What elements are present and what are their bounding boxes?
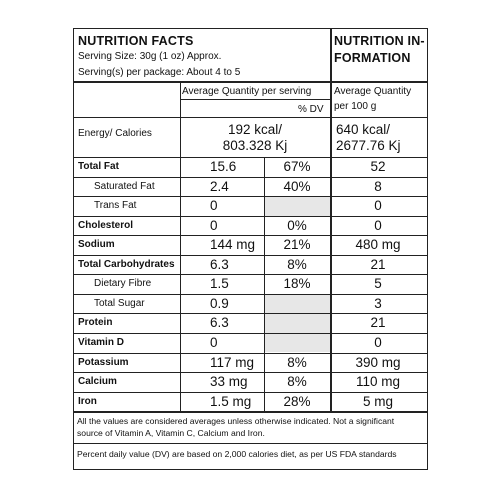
empty-dv-cell: [265, 333, 330, 353]
dv-value: 8%: [287, 354, 307, 370]
row-divider: [74, 176, 427, 178]
dv-value: 67%: [283, 159, 311, 174]
nutrition-panel: NUTRITION FACTS Serving Size: 30g (1 oz)…: [73, 28, 428, 470]
row-divider: [74, 274, 427, 276]
nutrition-facts-title: NUTRITION FACTS: [78, 34, 194, 48]
nutrient-label: Protein: [78, 317, 113, 329]
energy-per100-line1: 640 kcal/: [336, 122, 391, 137]
row-divider: [74, 196, 427, 198]
serving-value: 33 mg: [210, 374, 248, 390]
right-column-divider: [330, 29, 332, 412]
column-header-divider: [74, 117, 427, 118]
per100-value: 390 mg: [355, 354, 401, 370]
dv-value: 8%: [287, 256, 307, 272]
nutrition-information-title-line1: NUTRITION IN-: [334, 34, 425, 48]
per100-value: 0: [374, 198, 382, 214]
row-divider: [74, 293, 427, 295]
empty-dv-cell: [265, 197, 330, 216]
row-divider: [74, 254, 427, 256]
row-divider: [74, 332, 427, 334]
serving-value: 15.6: [210, 159, 237, 174]
empty-dv-cell: [265, 314, 330, 333]
per100-value: 5: [374, 276, 382, 292]
per100-value: 52: [370, 159, 386, 174]
per100-value: 5 mg: [362, 393, 393, 409]
avg-per-100g-header-line2: per 100 g: [334, 101, 377, 112]
dv-value: 0%: [287, 217, 307, 233]
energy-label: Energy/ Calories: [78, 128, 152, 139]
serving-value: 2.4: [210, 178, 229, 194]
serving-value: 1.5 mg: [210, 393, 252, 409]
dv-value: 18%: [283, 276, 311, 292]
serving-value: 144 mg: [210, 237, 256, 253]
serving-value: 0: [210, 334, 218, 350]
per100-value: 480 mg: [355, 237, 401, 253]
row-divider: [74, 352, 427, 354]
dv-column-divider: [264, 157, 265, 412]
row-divider: [74, 372, 427, 374]
dv-value: 8%: [287, 374, 307, 390]
nutrient-label: Potassium: [78, 356, 129, 368]
energy-serving-line2: 803.328 Kj: [222, 138, 288, 153]
serving-size: Serving Size: 30g (1 oz) Approx.: [78, 51, 222, 62]
per100-value: 110 mg: [355, 374, 401, 390]
nutrient-label: Calcium: [78, 376, 117, 388]
per100-value: 0: [374, 217, 382, 233]
dv-value: 28%: [283, 393, 311, 409]
avg-per-serving-header: Average Quantity per serving: [182, 86, 312, 97]
nutrient-label: Vitamin D: [78, 336, 124, 348]
label-column-divider: [180, 81, 181, 412]
nutrition-information-title-line2: FORMATION: [334, 51, 411, 65]
nutrient-label: Dietary Fibre: [94, 278, 152, 290]
nutrient-label: Trans Fat: [94, 200, 137, 212]
serving-value: 0: [210, 217, 218, 233]
serving-subheader-divider: [180, 99, 330, 100]
per100-value: 3: [374, 295, 382, 311]
energy-serving-line1: 192 kcal/: [227, 122, 283, 137]
row-divider: [74, 215, 427, 217]
energy-per100-line2: 2677.76 Kj: [336, 138, 401, 153]
serving-value: 6.3: [210, 315, 229, 331]
averages-footnote: All the values are considered averages u…: [77, 416, 395, 438]
serving-value: 1.5: [210, 276, 229, 292]
per100-value: 21: [370, 315, 386, 331]
servings-per-package: Serving(s) per package: About 4 to 5: [78, 67, 241, 78]
dv-basis-footnote: Percent daily value (DV) are based on 2,…: [77, 449, 397, 459]
row-divider: [74, 313, 427, 315]
per100-value: 21: [370, 256, 386, 272]
nutrient-label: Sodium: [78, 239, 115, 251]
table-bottom-divider: [74, 411, 427, 413]
dv-value: 21%: [283, 237, 311, 253]
energy-divider: [74, 157, 427, 158]
nutrient-label: Iron: [78, 395, 97, 407]
serving-value: 6.3: [210, 256, 229, 272]
footnote-divider: [74, 443, 427, 444]
empty-dv-cell: [265, 294, 330, 314]
per100-value: 8: [374, 178, 382, 194]
serving-value: 0: [210, 198, 218, 214]
nutrient-label: Total Carbohydrates: [78, 258, 175, 270]
pct-dv-header: % DV: [298, 104, 324, 115]
nutrient-label: Total Sugar: [94, 297, 145, 309]
serving-value: 117 mg: [210, 354, 255, 370]
nutrient-label: Cholesterol: [78, 219, 134, 231]
row-divider: [74, 391, 427, 393]
nutrient-label: Total Fat: [78, 161, 119, 172]
dv-value: 40%: [283, 178, 311, 194]
nutrient-label: Saturated Fat: [94, 180, 155, 192]
serving-value: 0.9: [210, 295, 229, 311]
per100-value: 0: [374, 334, 382, 350]
header-divider: [74, 81, 427, 83]
row-divider: [74, 235, 427, 237]
avg-per-100g-header-line1: Average Quantity: [334, 86, 412, 97]
